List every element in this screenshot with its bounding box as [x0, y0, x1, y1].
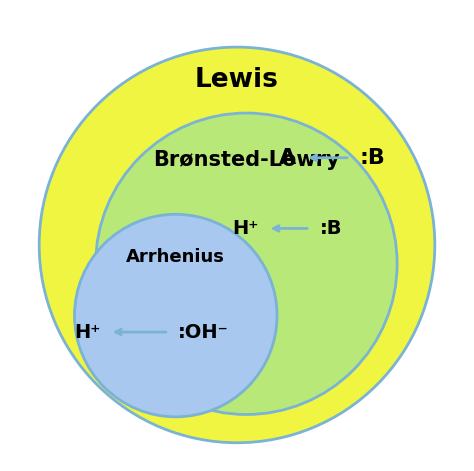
Text: :OH⁻: :OH⁻: [178, 323, 229, 341]
Circle shape: [39, 47, 435, 443]
Text: Lewis: Lewis: [195, 67, 279, 93]
Text: A: A: [279, 148, 296, 168]
Text: :B: :B: [359, 148, 385, 168]
Circle shape: [96, 113, 397, 414]
Text: H⁺: H⁺: [232, 219, 258, 238]
Text: H⁺: H⁺: [74, 323, 100, 341]
Text: Arrhenius: Arrhenius: [127, 248, 225, 266]
Circle shape: [74, 214, 277, 417]
Text: :B: :B: [319, 219, 342, 238]
Text: Brønsted-Lowry: Brønsted-Lowry: [153, 150, 340, 170]
